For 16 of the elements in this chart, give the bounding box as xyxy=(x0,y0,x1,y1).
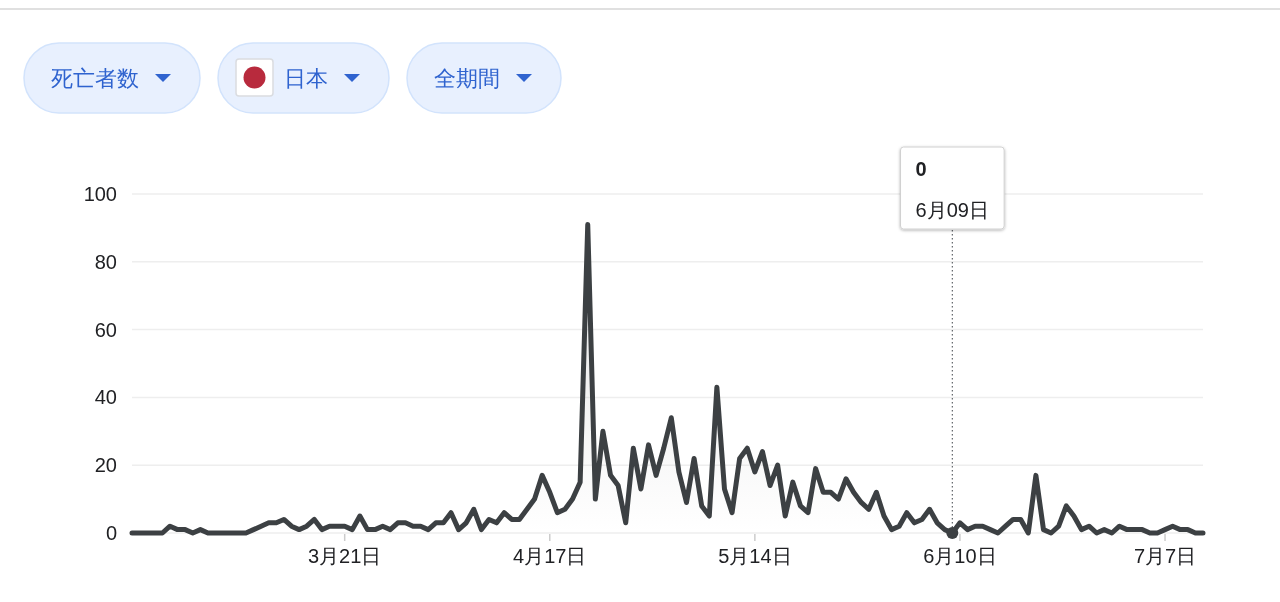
x-tick-label: 3月21日 xyxy=(307,545,382,567)
text: 死亡者数 xyxy=(51,65,139,91)
y-tick-label: 20 xyxy=(94,454,117,477)
text: 日本 xyxy=(284,65,328,91)
y-tick-label: 100 xyxy=(83,183,117,205)
y-tick-label: 60 xyxy=(94,318,117,341)
text: 0 xyxy=(915,158,927,180)
x-tick-label: 6月10日 xyxy=(923,545,997,567)
ref-line-label: 6月09日 xyxy=(915,199,989,221)
y-tick-label: 40 xyxy=(94,386,117,409)
x-tick-label: 7月7日 xyxy=(1133,545,1197,567)
y-tick-label: 0 xyxy=(105,522,117,544)
y-tick-label: 80 xyxy=(94,250,117,273)
x-tick-label: 5月14日 xyxy=(718,545,792,567)
text: 全期間 xyxy=(434,65,500,91)
x-tick-label: 4月17日 xyxy=(513,545,587,567)
